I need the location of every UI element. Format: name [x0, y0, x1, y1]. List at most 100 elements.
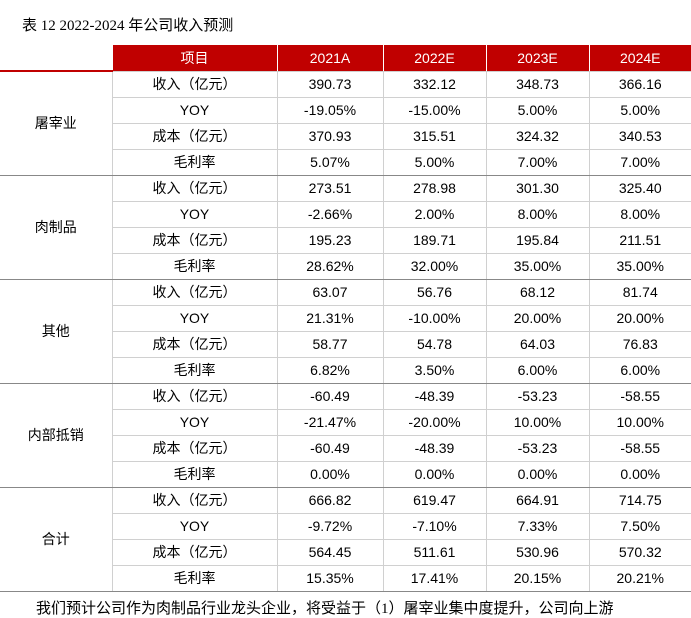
value-cell: 0.00% [485, 461, 589, 488]
value-cell: -21.47% [276, 409, 383, 436]
value-cell: 6.00% [588, 357, 691, 384]
header-cell: 项目 [111, 45, 277, 72]
table-row: 成本（亿元） 195.23 189.71 195.84 211.51 [0, 227, 691, 254]
row-label: YOY [111, 513, 277, 540]
header-cell: 2022E [382, 45, 486, 72]
value-cell: 20.15% [485, 565, 589, 592]
header-row: 项目 2021A 2022E 2023E 2024E [0, 45, 691, 72]
table-row: 毛利率 5.07% 5.00% 7.00% 7.00% [0, 149, 691, 176]
value-cell: 56.76 [382, 279, 486, 306]
value-cell: -60.49 [276, 383, 383, 410]
table-row: YOY -19.05% -15.00% 5.00% 5.00% [0, 97, 691, 124]
row-label: 成本（亿元） [111, 227, 277, 254]
table-row: YOY -9.72% -7.10% 7.33% 7.50% [0, 513, 691, 540]
value-cell: -53.23 [485, 435, 589, 462]
value-cell: 20.21% [588, 565, 691, 592]
value-cell: -9.72% [276, 513, 383, 540]
value-cell: 54.78 [382, 331, 486, 358]
row-label: 收入（亿元） [111, 383, 277, 410]
value-cell: 76.83 [588, 331, 691, 358]
value-cell: -10.00% [382, 305, 486, 332]
row-label: 收入（亿元） [111, 279, 277, 306]
row-label: 成本（亿元） [111, 331, 277, 358]
row-label: 毛利率 [111, 461, 277, 488]
table-row: YOY 21.31% -10.00% 20.00% 20.00% [0, 305, 691, 332]
value-cell: 530.96 [485, 539, 589, 566]
value-cell: 7.50% [588, 513, 691, 540]
row-label: 收入（亿元） [111, 487, 277, 514]
value-cell: 21.31% [276, 305, 383, 332]
table-row: YOY -21.47% -20.00% 10.00% 10.00% [0, 409, 691, 436]
value-cell: -19.05% [276, 97, 383, 124]
value-cell: 301.30 [485, 175, 589, 202]
row-label: 毛利率 [111, 565, 277, 592]
value-cell: 7.33% [485, 513, 589, 540]
table-row: 毛利率 6.82% 3.50% 6.00% 6.00% [0, 357, 691, 384]
value-cell: -2.66% [276, 201, 383, 228]
row-label: 收入（亿元） [111, 175, 277, 202]
value-cell: 278.98 [382, 175, 486, 202]
header-blank [0, 45, 112, 72]
table-row: 屠宰业 收入（亿元） 390.73 332.12 348.73 366.16 [0, 71, 691, 176]
value-cell: 15.35% [276, 565, 383, 592]
value-cell: 564.45 [276, 539, 383, 566]
value-cell: 6.00% [485, 357, 589, 384]
value-cell: 5.00% [485, 97, 589, 124]
value-cell: 32.00% [382, 253, 486, 280]
value-cell: 68.12 [485, 279, 589, 306]
value-cell: 315.51 [382, 123, 486, 150]
value-cell: -48.39 [382, 435, 486, 462]
value-cell: 20.00% [588, 305, 691, 332]
value-cell: 28.62% [276, 253, 383, 280]
group-cell: 合计 [0, 487, 112, 592]
table-row: 成本（亿元） 370.93 315.51 324.32 340.53 [0, 123, 691, 150]
value-cell: 390.73 [276, 71, 383, 98]
value-cell: 8.00% [588, 201, 691, 228]
value-cell: 0.00% [588, 461, 691, 488]
value-cell: 273.51 [276, 175, 383, 202]
value-cell: 5.07% [276, 149, 383, 176]
value-cell: 35.00% [485, 253, 589, 280]
table-row: 内部抵销 收入（亿元） -60.49 -48.39 -53.23 -58.55 [0, 383, 691, 488]
value-cell: -53.23 [485, 383, 589, 410]
row-label: 成本（亿元） [111, 539, 277, 566]
value-cell: 6.82% [276, 357, 383, 384]
value-cell: -20.00% [382, 409, 486, 436]
row-label: 毛利率 [111, 357, 277, 384]
value-cell: 0.00% [276, 461, 383, 488]
table-row: 肉制品 收入（亿元） 273.51 278.98 301.30 325.40 [0, 175, 691, 280]
value-cell: 8.00% [485, 201, 589, 228]
group-cell: 屠宰业 [0, 71, 112, 176]
table-row: 毛利率 15.35% 17.41% 20.15% 20.21% [0, 565, 691, 592]
row-label: 毛利率 [111, 253, 277, 280]
value-cell: 325.40 [588, 175, 691, 202]
row-label: 成本（亿元） [111, 435, 277, 462]
group-cell: 内部抵销 [0, 383, 112, 488]
table-caption: 表 12 2022-2024 年公司收入预测 [22, 18, 234, 34]
value-cell: 63.07 [276, 279, 383, 306]
group-cell: 肉制品 [0, 175, 112, 280]
value-cell: 7.00% [588, 149, 691, 176]
value-cell: -58.55 [588, 435, 691, 462]
value-cell: 570.32 [588, 539, 691, 566]
value-cell: 211.51 [588, 227, 691, 254]
value-cell: 0.00% [382, 461, 486, 488]
table-row: 成本（亿元） 564.45 511.61 530.96 570.32 [0, 539, 691, 566]
value-cell: -58.55 [588, 383, 691, 410]
value-cell: 20.00% [485, 305, 589, 332]
value-cell: 332.12 [382, 71, 486, 98]
value-cell: -7.10% [382, 513, 486, 540]
value-cell: 370.93 [276, 123, 383, 150]
header-cell: 2021A [276, 45, 383, 72]
value-cell: 7.00% [485, 149, 589, 176]
value-cell: 10.00% [485, 409, 589, 436]
value-cell: 666.82 [276, 487, 383, 514]
value-cell: 58.77 [276, 331, 383, 358]
value-cell: 366.16 [588, 71, 691, 98]
row-label: YOY [111, 201, 277, 228]
value-cell: -15.00% [382, 97, 486, 124]
table-row: 成本（亿元） 58.77 54.78 64.03 76.83 [0, 331, 691, 358]
header-cell: 2024E [588, 45, 691, 72]
value-cell: 2.00% [382, 201, 486, 228]
table-row: YOY -2.66% 2.00% 8.00% 8.00% [0, 201, 691, 228]
